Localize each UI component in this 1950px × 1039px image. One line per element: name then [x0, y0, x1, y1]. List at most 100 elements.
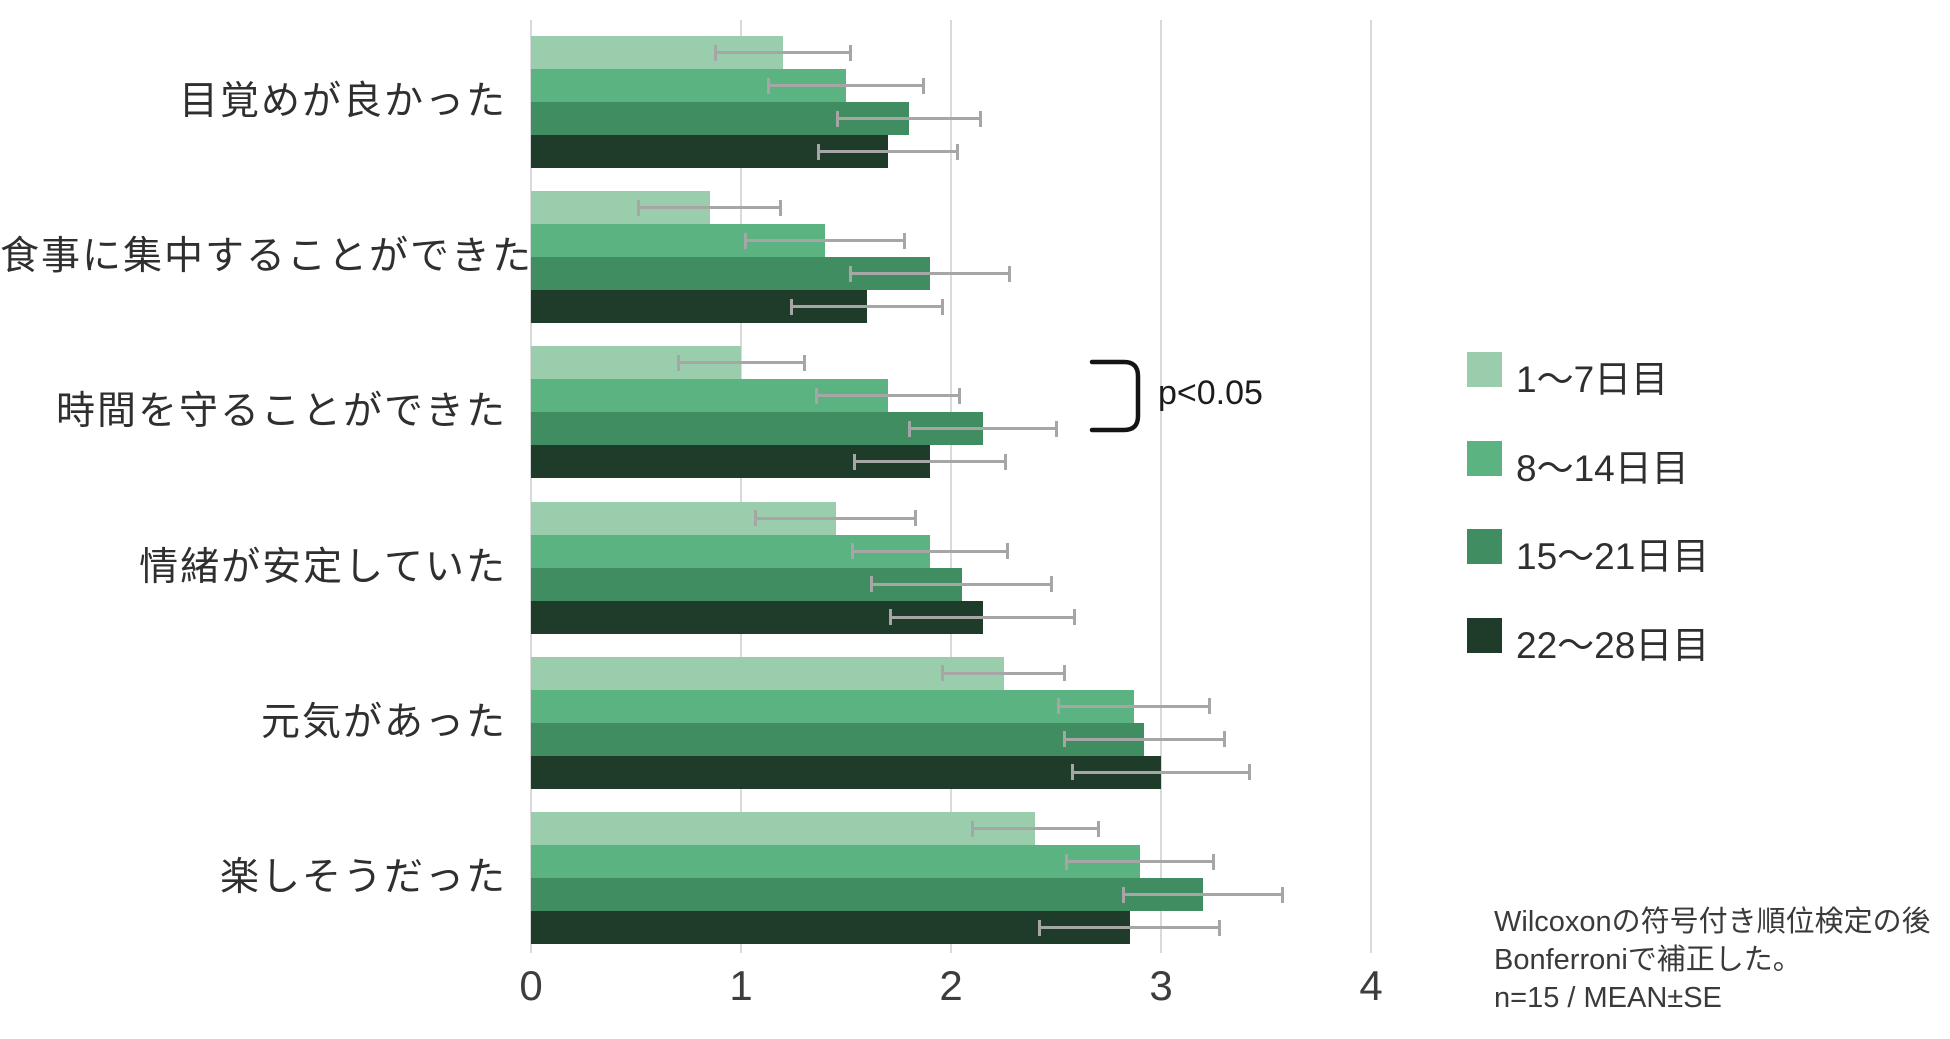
- error-bar-cap: [836, 110, 840, 127]
- bar: [531, 412, 983, 446]
- error-bar-cap: [852, 453, 856, 470]
- error-bar-cap: [1050, 576, 1054, 593]
- error-bar-cap: [941, 298, 945, 315]
- error-bar-cap: [802, 354, 806, 371]
- x-tick-label: 2: [939, 962, 963, 1009]
- legend-label: 1〜7日目: [1516, 359, 1669, 400]
- bar: [531, 911, 1130, 944]
- error-bar-cap: [913, 510, 917, 527]
- error-bar: [972, 827, 1098, 830]
- category-label: 楽しそうだった: [219, 856, 507, 899]
- gridline: [530, 20, 532, 953]
- error-bar-cap: [1073, 609, 1077, 626]
- x-tick-label: 0: [519, 962, 543, 1009]
- error-bar-cap: [815, 387, 819, 404]
- error-bar-cap: [1071, 764, 1075, 781]
- error-bar-cap: [1065, 853, 1068, 870]
- error-bar: [852, 549, 1008, 553]
- error-bar-cap: [1056, 698, 1060, 715]
- legend-label: 22〜28日目: [1516, 624, 1710, 666]
- error-bar-cap: [1281, 886, 1285, 903]
- error-bar-cap: [941, 665, 945, 682]
- error-bar-cap: [743, 232, 747, 249]
- error-bar-cap: [1212, 853, 1215, 870]
- category-label: 目覚めが良かった: [178, 80, 507, 123]
- bar: [531, 656, 1004, 690]
- error-bar: [638, 206, 781, 210]
- error-bar: [768, 84, 924, 87]
- gridline: [1160, 20, 1162, 953]
- error-bar: [715, 51, 851, 54]
- significance-bracket: [1089, 359, 1141, 433]
- error-bar-cap: [903, 232, 907, 249]
- footnote: Wilcoxonの符号付き順位検定の後 Bonferroniで補正した。 n=1…: [1494, 903, 1931, 1017]
- footnote-line: Wilcoxonの符号付き順位検定の後: [1494, 906, 1931, 938]
- error-bar: [745, 239, 905, 243]
- error-bar-cap: [1096, 820, 1100, 837]
- bar: [531, 878, 1203, 911]
- error-bar: [871, 582, 1052, 586]
- error-bar-cap: [970, 820, 974, 837]
- error-bar-cap: [754, 510, 758, 527]
- bar: [531, 689, 1134, 723]
- error-bar-cap: [848, 265, 852, 282]
- error-bar-cap: [1222, 731, 1226, 748]
- error-bar-cap: [869, 576, 873, 593]
- error-bar: [942, 671, 1065, 675]
- error-bar-cap: [779, 199, 783, 216]
- category-label: 元気があった: [260, 700, 507, 744]
- error-bar-cap: [888, 609, 892, 626]
- error-bar-cap: [1004, 453, 1008, 470]
- error-bar-cap: [766, 77, 770, 94]
- error-bar: [854, 460, 1006, 464]
- gridline: [950, 20, 952, 953]
- error-bar-cap: [957, 387, 961, 404]
- error-bar: [1066, 860, 1214, 863]
- bar: [531, 845, 1140, 878]
- error-bar: [1072, 770, 1250, 774]
- error-bar: [909, 427, 1056, 431]
- legend-swatch: [1467, 352, 1502, 387]
- error-bar-cap: [636, 199, 640, 216]
- significance-label: p<0.05: [1158, 374, 1263, 412]
- legend-label: 8〜14日目: [1516, 447, 1689, 489]
- error-bar: [850, 272, 1010, 276]
- error-bar-cap: [789, 298, 793, 315]
- error-bar: [1123, 893, 1283, 896]
- error-bar: [818, 150, 958, 153]
- error-bar: [890, 615, 1075, 619]
- legend-label: 15〜21日目: [1516, 536, 1710, 577]
- footnote-line: n=15 / MEAN±SE: [1494, 982, 1722, 1014]
- error-bar-cap: [1062, 665, 1066, 682]
- error-bar-cap: [817, 143, 821, 160]
- error-bar-cap: [907, 420, 911, 437]
- gridline: [740, 20, 742, 953]
- error-bar-cap: [1037, 919, 1041, 936]
- category-label: 時間を守ることができた: [55, 390, 507, 434]
- error-bar: [791, 305, 943, 309]
- error-bar-cap: [850, 543, 854, 560]
- error-bar: [755, 516, 916, 520]
- gridline: [1370, 20, 1372, 953]
- error-bar-cap: [922, 77, 926, 94]
- error-bar-cap: [1121, 886, 1125, 903]
- error-bar-cap: [1054, 420, 1058, 437]
- footnote-line: Bonferroniで補正した。: [1494, 944, 1802, 976]
- error-bar-cap: [1247, 764, 1251, 781]
- error-bar-cap: [1207, 698, 1211, 715]
- error-bar-cap: [955, 143, 959, 160]
- error-bar: [1064, 737, 1224, 741]
- error-bar: [1039, 926, 1220, 929]
- error-bar-cap: [848, 44, 852, 61]
- x-tick-label: 1: [729, 962, 753, 1009]
- error-bar-cap: [676, 354, 680, 371]
- error-bar: [1058, 704, 1210, 708]
- error-bar-cap: [714, 44, 718, 61]
- error-bar-cap: [1006, 543, 1010, 560]
- error-bar: [678, 361, 804, 365]
- x-tick-label: 3: [1149, 962, 1173, 1009]
- legend-swatch: [1467, 529, 1502, 564]
- bar: [531, 812, 1035, 845]
- bar: [531, 722, 1145, 756]
